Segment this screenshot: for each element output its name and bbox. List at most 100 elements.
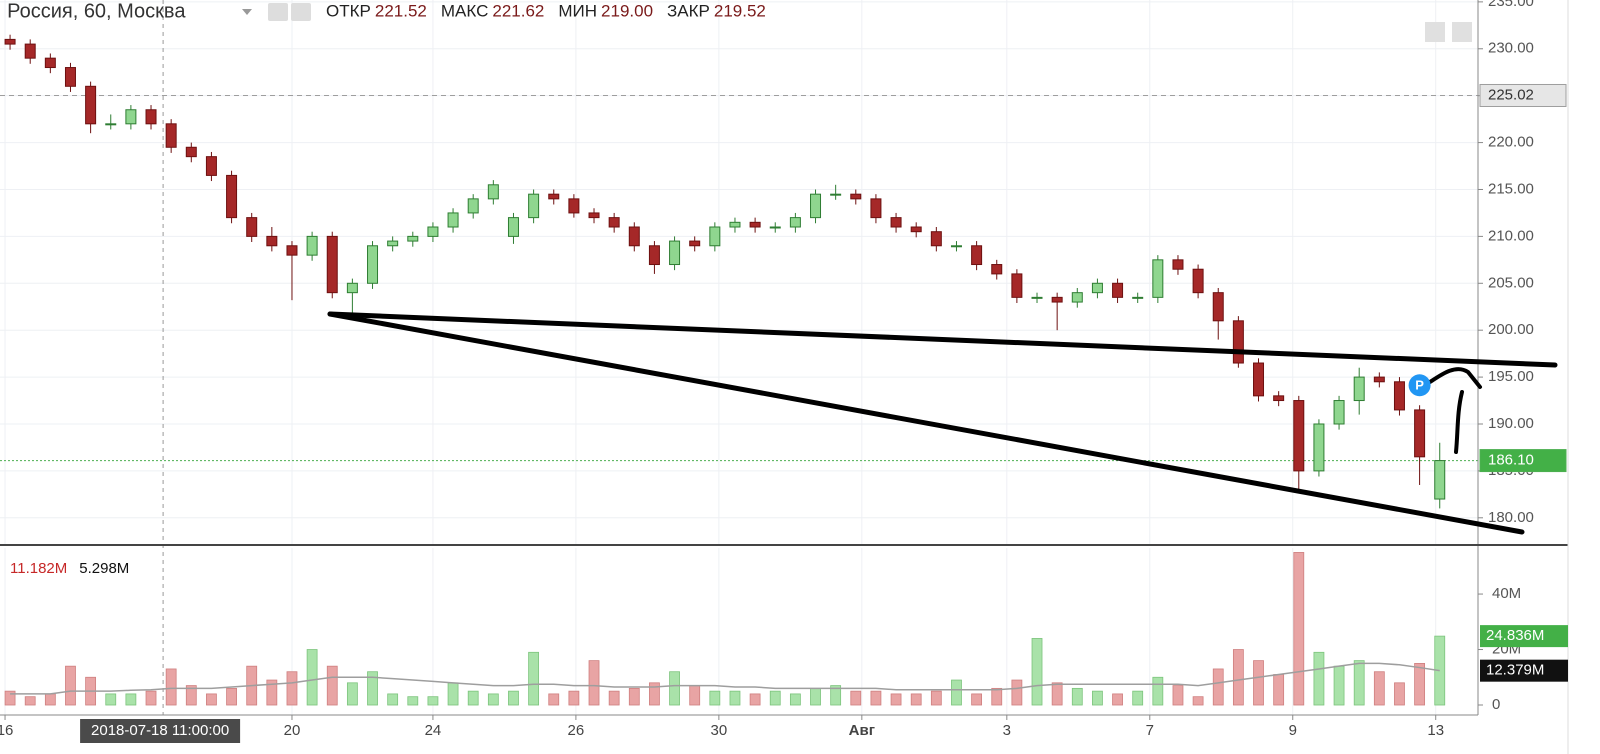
volume-bar [1192, 696, 1204, 706]
volume-header-value: 5.298M [79, 560, 129, 577]
y-tick-label: 230.00 [1488, 40, 1534, 57]
volume-bar [1333, 665, 1345, 706]
maximize-icon[interactable] [1452, 22, 1472, 42]
volume-bar [1232, 649, 1244, 706]
x-tick-label: Авг [849, 722, 875, 739]
candle-body [507, 217, 519, 237]
ohlc-value: 219.52 [714, 1, 766, 20]
x-tick-label: 26 [568, 722, 585, 739]
candle-body [346, 282, 358, 294]
volume-bar [729, 690, 741, 706]
candle-body [608, 217, 620, 228]
candle-body [1212, 292, 1224, 322]
candle-body [1273, 395, 1285, 402]
volume-bar [1071, 687, 1083, 706]
candle-body [991, 264, 1003, 275]
candle-body [689, 240, 701, 247]
volume-bar [266, 679, 278, 706]
scroll-icon[interactable] [1425, 22, 1445, 42]
volume-bar [165, 668, 177, 706]
candle-body [44, 57, 56, 69]
eye-icon[interactable] [268, 3, 288, 21]
candle-body [447, 212, 459, 228]
candle-body [1253, 362, 1265, 397]
volume-bar [568, 690, 580, 706]
x-tick-label: 20 [284, 722, 301, 739]
volume-bar [850, 690, 862, 706]
volume-bar [487, 693, 499, 706]
price-label: 186.10 [1488, 452, 1534, 469]
candle-body [729, 221, 741, 228]
crosshair-box [80, 719, 241, 743]
event-marker-label: P [1415, 378, 1424, 393]
volume-bar [810, 687, 821, 706]
volume-bar [528, 651, 540, 706]
candle-body [1393, 381, 1405, 411]
volume-bar [105, 693, 117, 706]
volume-bar [145, 690, 157, 706]
candle-body [1011, 273, 1023, 298]
y-tick-label: 200.00 [1488, 321, 1534, 338]
y-tick-label: 190.00 [1488, 415, 1534, 432]
candle-body [145, 109, 157, 125]
volume-bar [427, 696, 439, 706]
candle-body [568, 198, 580, 214]
candle-body [1373, 376, 1385, 383]
volume-bar [206, 693, 217, 706]
candle-body [1434, 460, 1446, 500]
settings-icon[interactable] [291, 3, 311, 21]
volume-bar [910, 693, 922, 706]
volume-bar [226, 687, 237, 706]
volume-bar [1353, 660, 1365, 706]
candle-body [286, 245, 298, 256]
y-tick-label: 0 [1492, 696, 1500, 713]
volume-bar [1172, 685, 1184, 706]
volume-bar [991, 687, 1003, 706]
volume-bar [1373, 671, 1385, 706]
candle-body [1313, 423, 1325, 472]
volume-bar [1011, 679, 1023, 706]
x-tick-label: 7 [1146, 722, 1154, 739]
candle-body [1172, 259, 1184, 270]
candle-body [205, 156, 217, 176]
candle-body [1112, 282, 1124, 298]
volume-bar [326, 665, 338, 706]
candle-body [971, 245, 983, 266]
volume-bar [1414, 663, 1426, 706]
candle-body [1414, 409, 1426, 458]
candle-body [246, 217, 258, 237]
marks [0, 0, 1478, 715]
candle-body [648, 245, 660, 266]
candle-body [870, 198, 882, 219]
volume-bar [1132, 690, 1144, 706]
candle-body [266, 235, 278, 247]
volume-label: 24.836M [1486, 627, 1544, 644]
candle-body [1192, 268, 1204, 294]
volume-bar [669, 671, 680, 706]
candle-body [487, 184, 499, 200]
volume-bar [1394, 682, 1405, 706]
volume-bar [689, 685, 701, 706]
candle-body [1071, 292, 1083, 303]
y-tick-label: 205.00 [1488, 274, 1534, 291]
volume-bar [870, 690, 882, 706]
volume-bar [1212, 668, 1224, 706]
volume-bar [286, 671, 298, 706]
volume-bar [407, 696, 419, 706]
candle-body [528, 193, 540, 219]
trendline [327, 311, 1525, 535]
volume-bar [769, 690, 781, 706]
volume-bar [930, 690, 942, 706]
candle-body [165, 123, 177, 148]
candle-body [467, 198, 479, 214]
volume-bar [24, 696, 36, 706]
ohlc-name: ОТКР [326, 1, 371, 20]
volume-bar [508, 690, 519, 706]
labels: 180.00185.00190.00195.00200.00205.00210.… [0, 0, 1568, 743]
volume-bar [588, 660, 600, 706]
volume-bar [1112, 693, 1123, 706]
volume-bar [4, 690, 16, 706]
ohlc-value: 221.62 [492, 1, 544, 20]
y-tick-label: 210.00 [1488, 227, 1534, 244]
volume-bar [346, 682, 358, 706]
